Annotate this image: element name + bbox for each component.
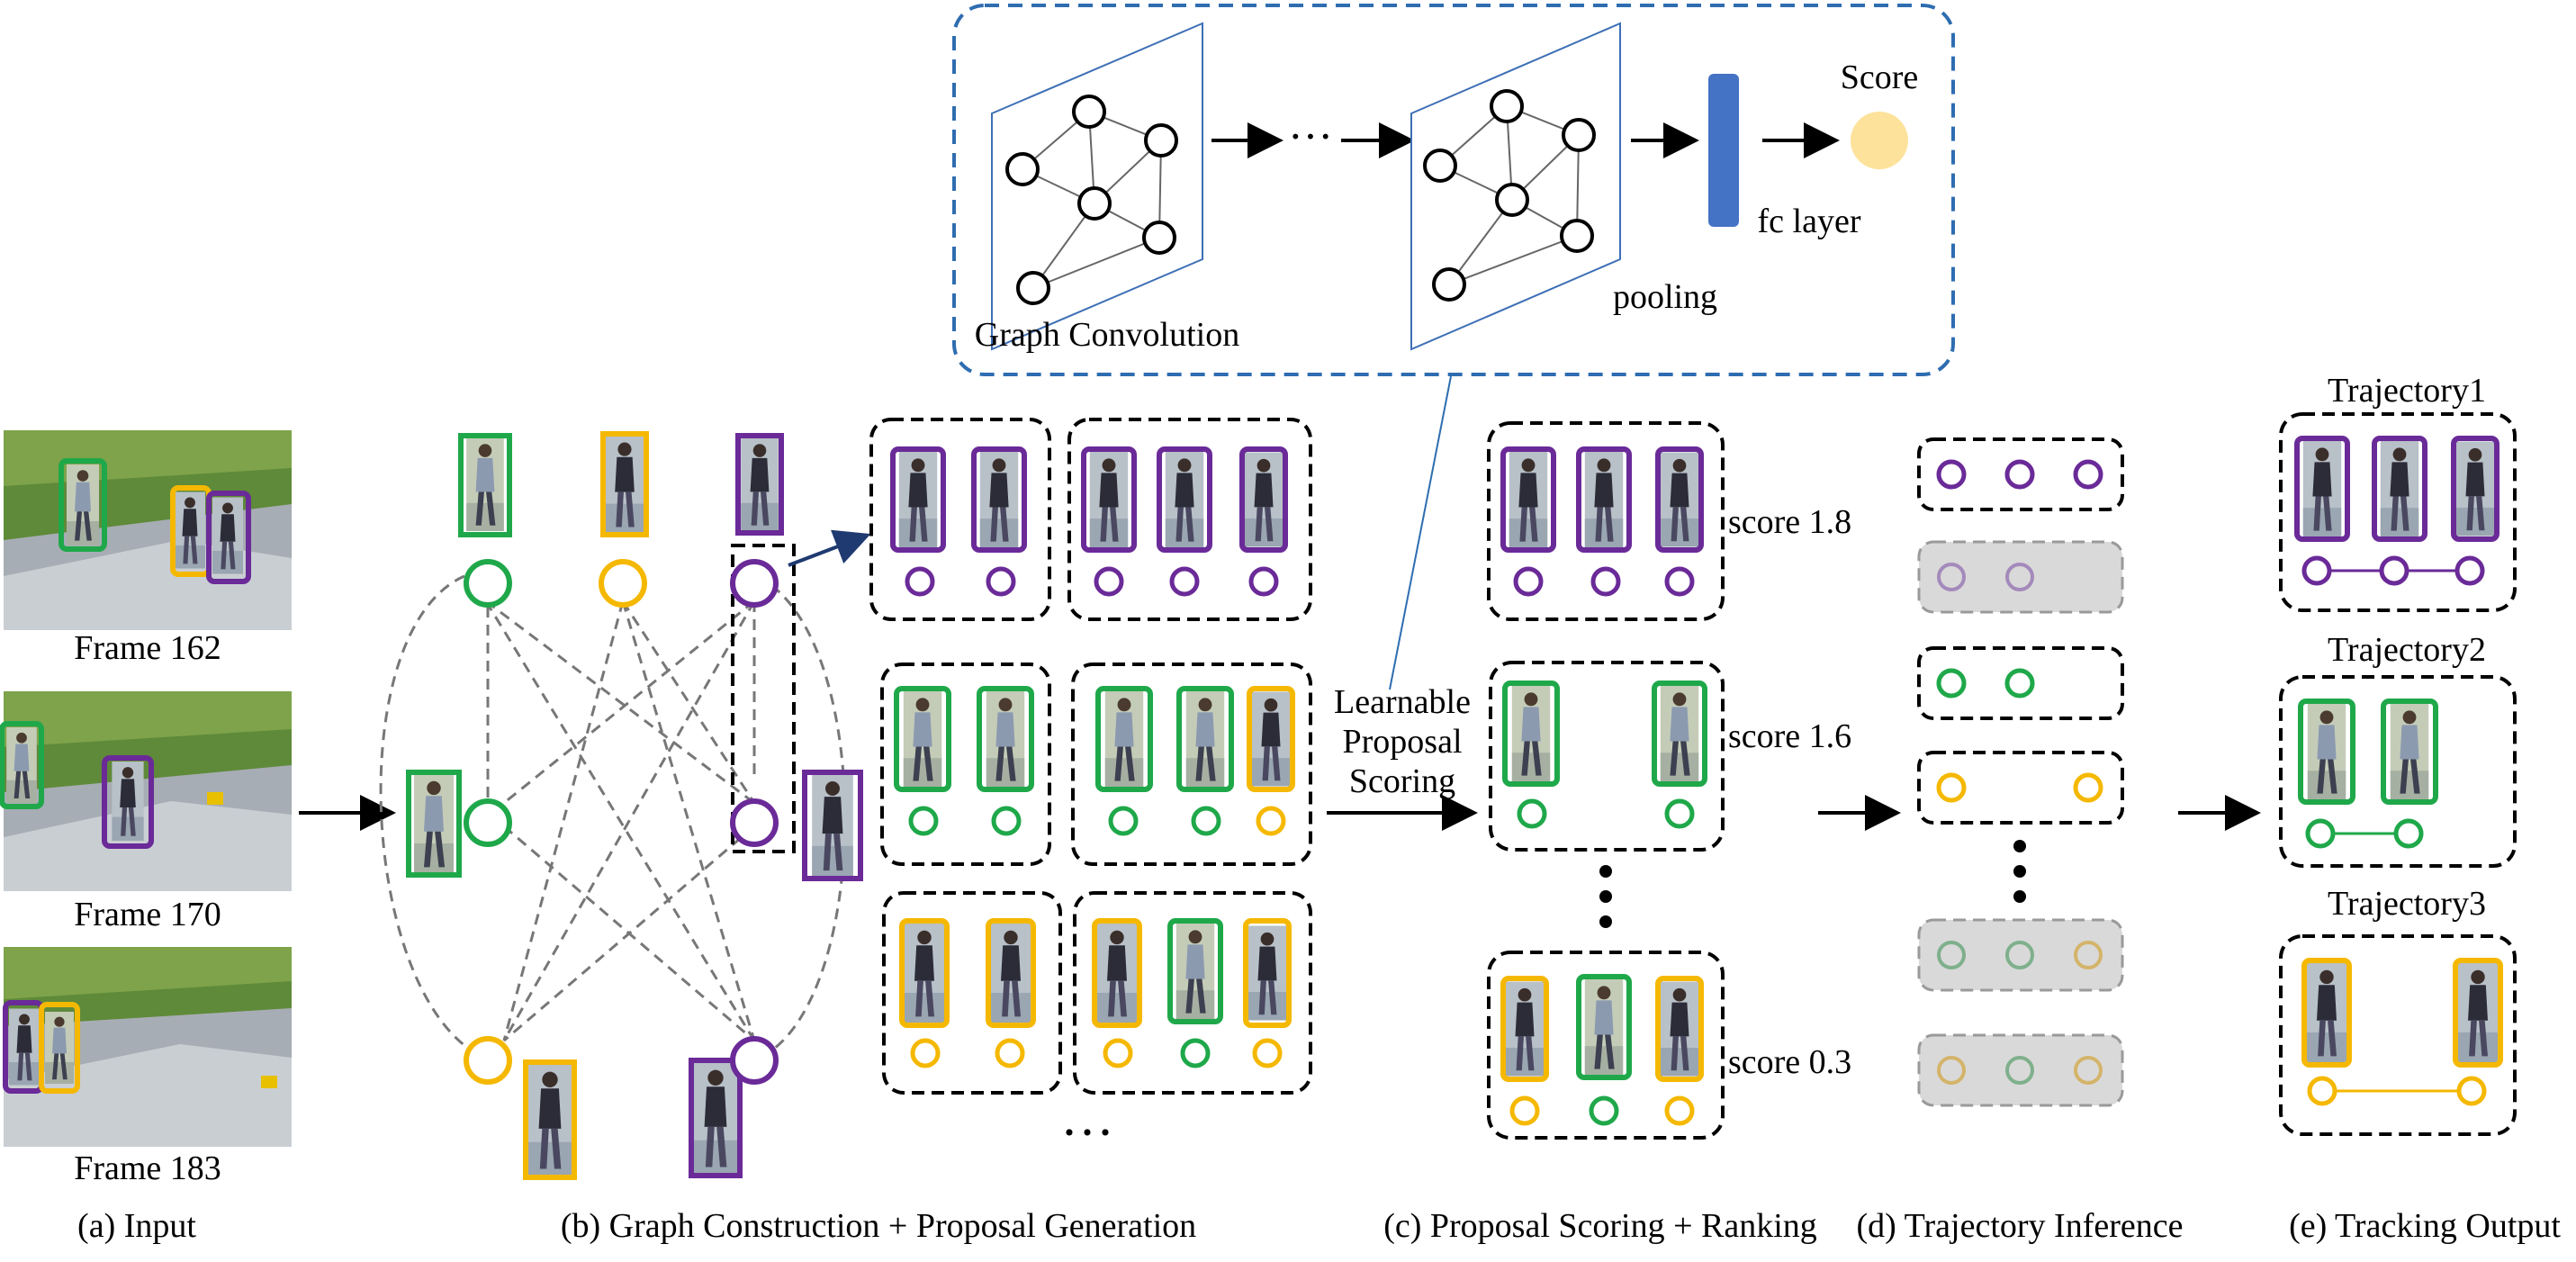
learnable-line-2: Proposal: [1343, 723, 1463, 761]
frame-183-image: [3, 947, 292, 1147]
learnable-line-3: Scoring: [1349, 762, 1455, 800]
score-circle: [1851, 112, 1908, 169]
graph-convolution-label: Graph Convolution: [975, 316, 1239, 354]
score-1: score 1.8: [1728, 503, 1851, 541]
frame-170-image: [0, 691, 292, 891]
input-frames: Frame 162 Frame 170 Frame 183: [0, 430, 292, 1187]
detection-graph: [379, 431, 863, 1180]
graph-to-proposals-arrow: [788, 529, 871, 567]
proposal-grid: ···: [869, 418, 1312, 1162]
score-3: score 0.3: [1728, 1043, 1851, 1081]
caption-e: (e) Tracking Output: [2289, 1207, 2561, 1245]
trajectory-3-label: Trajectory3: [2328, 885, 2486, 923]
fc-layer-bar: [1708, 74, 1739, 227]
learnable-line-1: Learnable: [1334, 683, 1471, 721]
frame-162-label: Frame 162: [74, 629, 221, 667]
frame-170-label: Frame 170: [74, 896, 221, 933]
caption-a: (a) Input: [77, 1207, 196, 1245]
pooling-label: pooling: [1613, 278, 1717, 316]
caption-d: (d) Trajectory Inference: [1857, 1207, 2184, 1245]
frame-183-label: Frame 183: [74, 1149, 221, 1187]
tracking-output: Trajectory1 Trajectory2 Trajectory3: [2279, 372, 2517, 1136]
frame-162-image: [4, 430, 292, 630]
score-2: score 1.6: [1728, 717, 1851, 755]
trajectory-2-label: Trajectory2: [2328, 631, 2486, 669]
caption-b: (b) Graph Construction + Proposal Genera…: [561, 1207, 1196, 1245]
graph-convolution-panel: ··· Graph Convolution pooling f: [952, 4, 1955, 376]
conv-ellipsis: ···: [1288, 111, 1333, 161]
trajectory-inference: [1917, 437, 2124, 1107]
learnable-proposal-scoring: Learnable Proposal Scoring: [1334, 683, 1471, 800]
fc-layer-label: fc layer: [1758, 203, 1861, 240]
panel-connector-line: [1389, 375, 1452, 690]
trajectory-1-label: Trajectory1: [2328, 372, 2486, 410]
ranked-proposals: score 1.8 score 1.6 score 0.3: [1487, 421, 1851, 1140]
caption-c: (c) Proposal Scoring + Ranking: [1383, 1207, 1817, 1245]
score-label: Score: [1841, 59, 1919, 96]
proposal-ellipsis: ···: [1060, 1103, 1114, 1162]
graph-selection-box: [731, 544, 796, 853]
